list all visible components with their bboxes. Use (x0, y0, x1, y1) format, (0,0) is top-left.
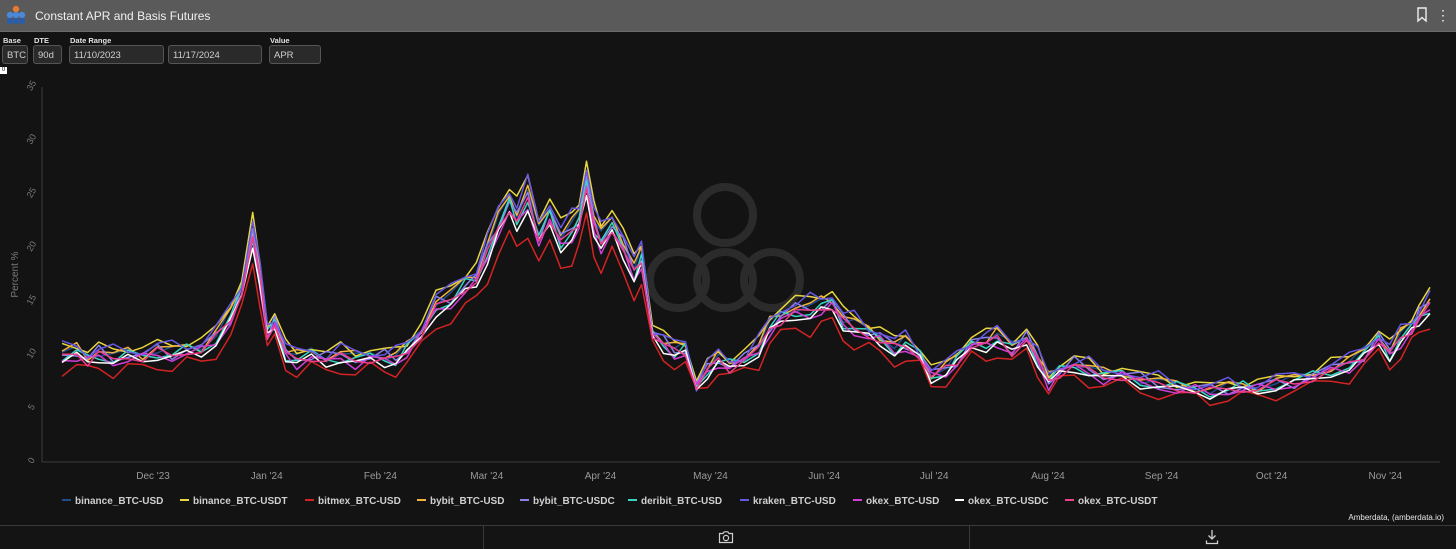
legend-label: binance_BTC-USD (75, 496, 164, 507)
bottom-toolbar (0, 525, 1456, 549)
source-credit: Amberdata, (amberdata.io) (1348, 513, 1444, 522)
x-tick-label: Jan '24 (251, 471, 283, 482)
date-start-value: 11/10/2023 (74, 50, 121, 61)
legend-label: kraken_BTC-USD (753, 496, 836, 507)
x-tick-label: Aug '24 (1031, 471, 1065, 482)
dte-select[interactable]: 90d (33, 45, 62, 64)
dte-label: DTE (34, 36, 49, 45)
base-select-value: BTC (7, 50, 26, 61)
date-start-input[interactable]: 11/10/2023 (69, 45, 164, 64)
date-range-label: Date Range (70, 36, 112, 45)
x-tick-label: Dec '23 (136, 471, 170, 482)
legend-swatch (1065, 499, 1074, 502)
base-label: Base (3, 36, 21, 45)
toolbar-divider (483, 526, 484, 549)
legend-label: okex_BTC-USD (866, 496, 940, 507)
x-tick-label: May '24 (693, 471, 728, 482)
value-label: Value (270, 36, 290, 45)
legend-swatch (955, 499, 964, 502)
toolbar-divider (969, 526, 970, 549)
legend-label: binance_BTC-USDT (193, 496, 288, 507)
date-end-input[interactable]: 11/17/2024 (168, 45, 262, 64)
window-titlebar: Constant APR and Basis Futures ⋮ (0, 0, 1456, 32)
reset-toggle-label: 0 (1, 67, 6, 73)
x-tick-label: Sep '24 (1145, 471, 1179, 482)
legend-label: okex_BTC-USDC (968, 496, 1049, 507)
x-tick-label: Apr '24 (585, 471, 617, 482)
legend-item[interactable]: okex_BTC-USD (853, 496, 939, 507)
series-line-bitmex_BTC-USD (61, 212, 1431, 407)
y-tick-label: 5 (26, 402, 37, 411)
legend-swatch (62, 499, 71, 502)
y-tick-label: 25 (25, 186, 39, 200)
camera-icon[interactable] (718, 530, 734, 544)
legend-item[interactable]: bitmex_BTC-USD (305, 496, 401, 507)
legend-item[interactable]: bybit_BTC-USDC (520, 496, 615, 507)
base-select[interactable]: BTC (2, 45, 28, 64)
more-options-icon[interactable]: ⋮ (1436, 7, 1450, 23)
x-tick-label: Jul '24 (920, 471, 949, 482)
legend-label: bybit_BTC-USD (430, 496, 505, 507)
series-line-okex_BTC-USDT (61, 188, 1431, 394)
y-tick-label: 10 (25, 347, 39, 361)
legend-item[interactable]: binance_BTC-USD (62, 496, 163, 507)
y-axis-label: Percent % (10, 251, 21, 297)
legend-label: bitmex_BTC-USD (318, 496, 401, 507)
reset-toggle[interactable]: 0 (0, 67, 7, 74)
legend-swatch (740, 499, 749, 502)
legend-item[interactable]: deribit_BTC-USD (628, 496, 722, 507)
amberdata-logo-icon (6, 5, 26, 25)
legend-item[interactable]: binance_BTC-USDT (180, 496, 287, 507)
legend-label: okex_BTC-USDT (1078, 496, 1158, 507)
legend-item[interactable]: kraken_BTC-USD (740, 496, 836, 507)
legend-item[interactable]: okex_BTC-USDT (1065, 496, 1157, 507)
y-tick-label: 0 (26, 456, 37, 465)
legend-swatch (180, 499, 189, 502)
legend-swatch (417, 499, 426, 502)
legend-item[interactable]: bybit_BTC-USD (417, 496, 504, 507)
dte-select-value: 90d (38, 50, 54, 61)
date-end-value: 11/17/2024 (173, 50, 220, 61)
x-tick-label: Nov '24 (1369, 471, 1403, 482)
y-tick-label: 30 (25, 132, 39, 146)
x-tick-label: Feb '24 (364, 471, 397, 482)
apr-line-chart: 0 5 10 15 20 25 30 35 Percent % Dec '23 Jan '24 Feb… (10, 79, 1440, 482)
legend-label: deribit_BTC-USD (641, 496, 723, 507)
value-select[interactable]: APR (269, 45, 321, 64)
chart-watermark (646, 183, 804, 312)
legend-item[interactable]: okex_BTC-USDC (955, 496, 1049, 507)
legend-swatch (305, 499, 314, 502)
x-tick-label: Jun '24 (808, 471, 840, 482)
legend-swatch (853, 499, 862, 502)
download-icon[interactable] (1205, 529, 1219, 545)
series-line-okex_BTC-USDC (61, 194, 1431, 400)
bookmark-icon[interactable] (1416, 7, 1428, 23)
value-select-value: APR (274, 50, 294, 61)
legend-swatch (520, 499, 529, 502)
legend-swatch (628, 499, 637, 502)
series-line-kraken_BTC-USD (61, 169, 1431, 392)
x-tick-label: Oct '24 (1256, 471, 1288, 482)
x-tick-label: Mar '24 (470, 471, 503, 482)
window-title: Constant APR and Basis Futures (35, 9, 211, 23)
legend-label: bybit_BTC-USDC (533, 496, 615, 507)
y-tick-label: 15 (25, 293, 39, 307)
y-tick-label: 35 (25, 79, 39, 93)
chart-legend: binance_BTC-USD binance_BTC-USDT bitmex_BT… (0, 496, 1456, 510)
y-tick-label: 20 (25, 239, 39, 253)
